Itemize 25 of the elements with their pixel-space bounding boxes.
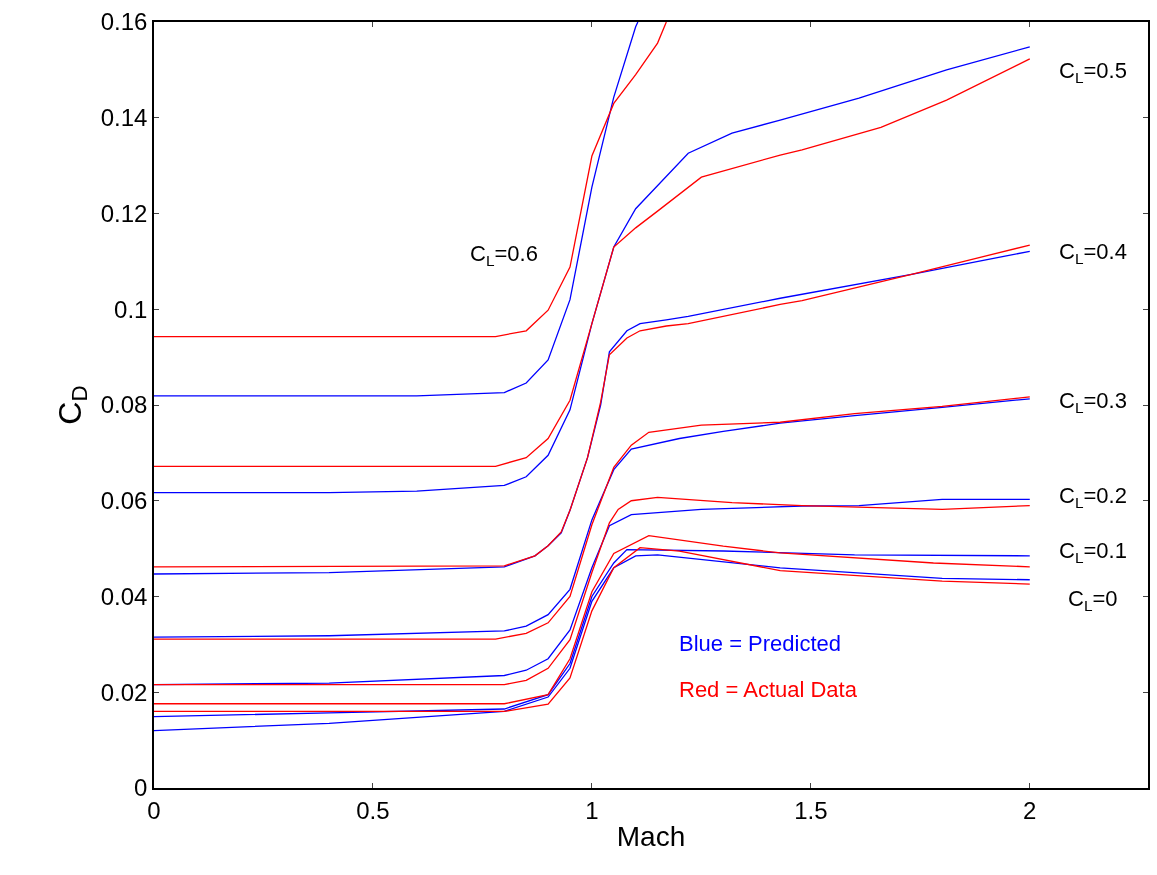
annotation: C$_{L}$=0 — [1068, 586, 1118, 614]
y-tick-label: 0.16 — [100, 8, 148, 36]
x-tick-label: 0.5 — [356, 796, 390, 824]
y-tick-label: 0 — [134, 774, 148, 802]
annotation: C$_{L}$=0.2 — [1059, 483, 1127, 511]
line-series — [154, 22, 639, 397]
y-tick-label: 0.06 — [100, 487, 148, 515]
y-tick-label: 0.04 — [100, 582, 148, 610]
x-tick-label: 2 — [1023, 796, 1037, 824]
annotation: C$_{L}$=0.3 — [1059, 388, 1127, 416]
annotation: Blue = Predicted — [679, 631, 842, 656]
y-tick-label: 0.08 — [100, 391, 148, 419]
annotation: C$_{L}$=0.6 — [470, 241, 538, 269]
x-tick-label: 1.5 — [794, 796, 828, 824]
y-tick-label: 0.02 — [100, 678, 148, 706]
annotation: C$_{L}$=0.5 — [1059, 58, 1127, 86]
annotation: Red = Actual Data — [679, 677, 858, 702]
x-axis-title: Mach — [616, 821, 686, 853]
x-tick-label: 1 — [585, 796, 599, 824]
annotation: C$_{L}$=0.4 — [1059, 239, 1127, 267]
annotation: C$_{L}$=0.1 — [1059, 538, 1127, 566]
line-series — [154, 22, 667, 338]
y-tick-label: 0.1 — [114, 295, 148, 323]
y-tick-label: 0.14 — [100, 104, 148, 132]
y-tick-label: 0.12 — [100, 199, 148, 227]
